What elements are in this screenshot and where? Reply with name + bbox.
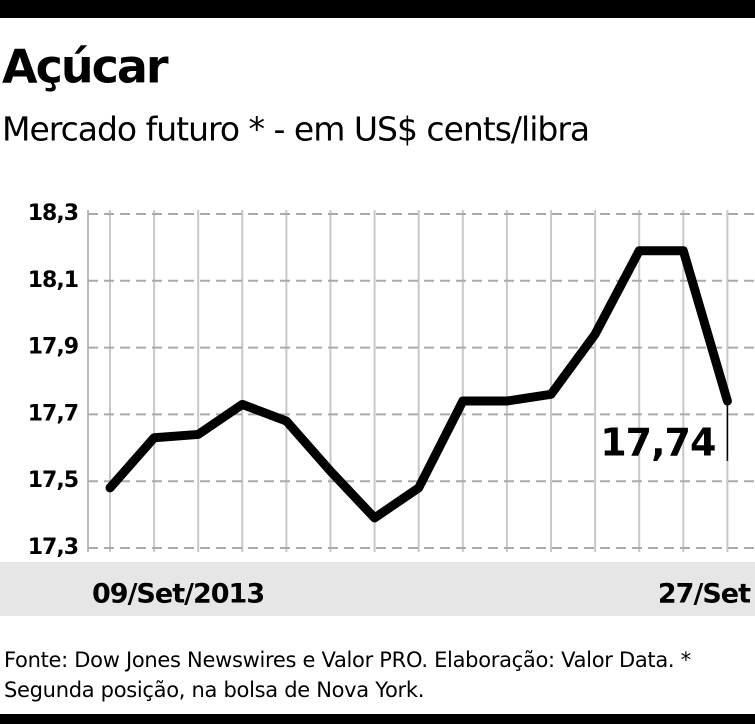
value-label: 17,74 [600, 421, 715, 465]
bottom-bar [0, 714, 755, 724]
line [105, 246, 732, 523]
x-band [0, 562, 755, 616]
y-tick-label: 18,1 [28, 268, 78, 293]
x-tick-label: 09/Set/2013 [92, 579, 264, 610]
y-tick-label: 17,3 [28, 535, 78, 560]
chart-subtitle: Mercado futuro * - em US$ cents/libra [2, 110, 589, 149]
source: Fonte: Dow Jones Newswires e Valor PRO. … [4, 648, 691, 702]
chart-title: Açúcar [2, 40, 169, 94]
top-bar [0, 0, 755, 18]
y-tick-label: 18,3 [28, 201, 78, 226]
y-tick-label: 17,7 [28, 401, 78, 426]
y-tick-label: 17,9 [28, 335, 78, 360]
y-tick-label: 17,5 [28, 468, 78, 493]
x-tick-label: 27/Set [658, 579, 751, 610]
